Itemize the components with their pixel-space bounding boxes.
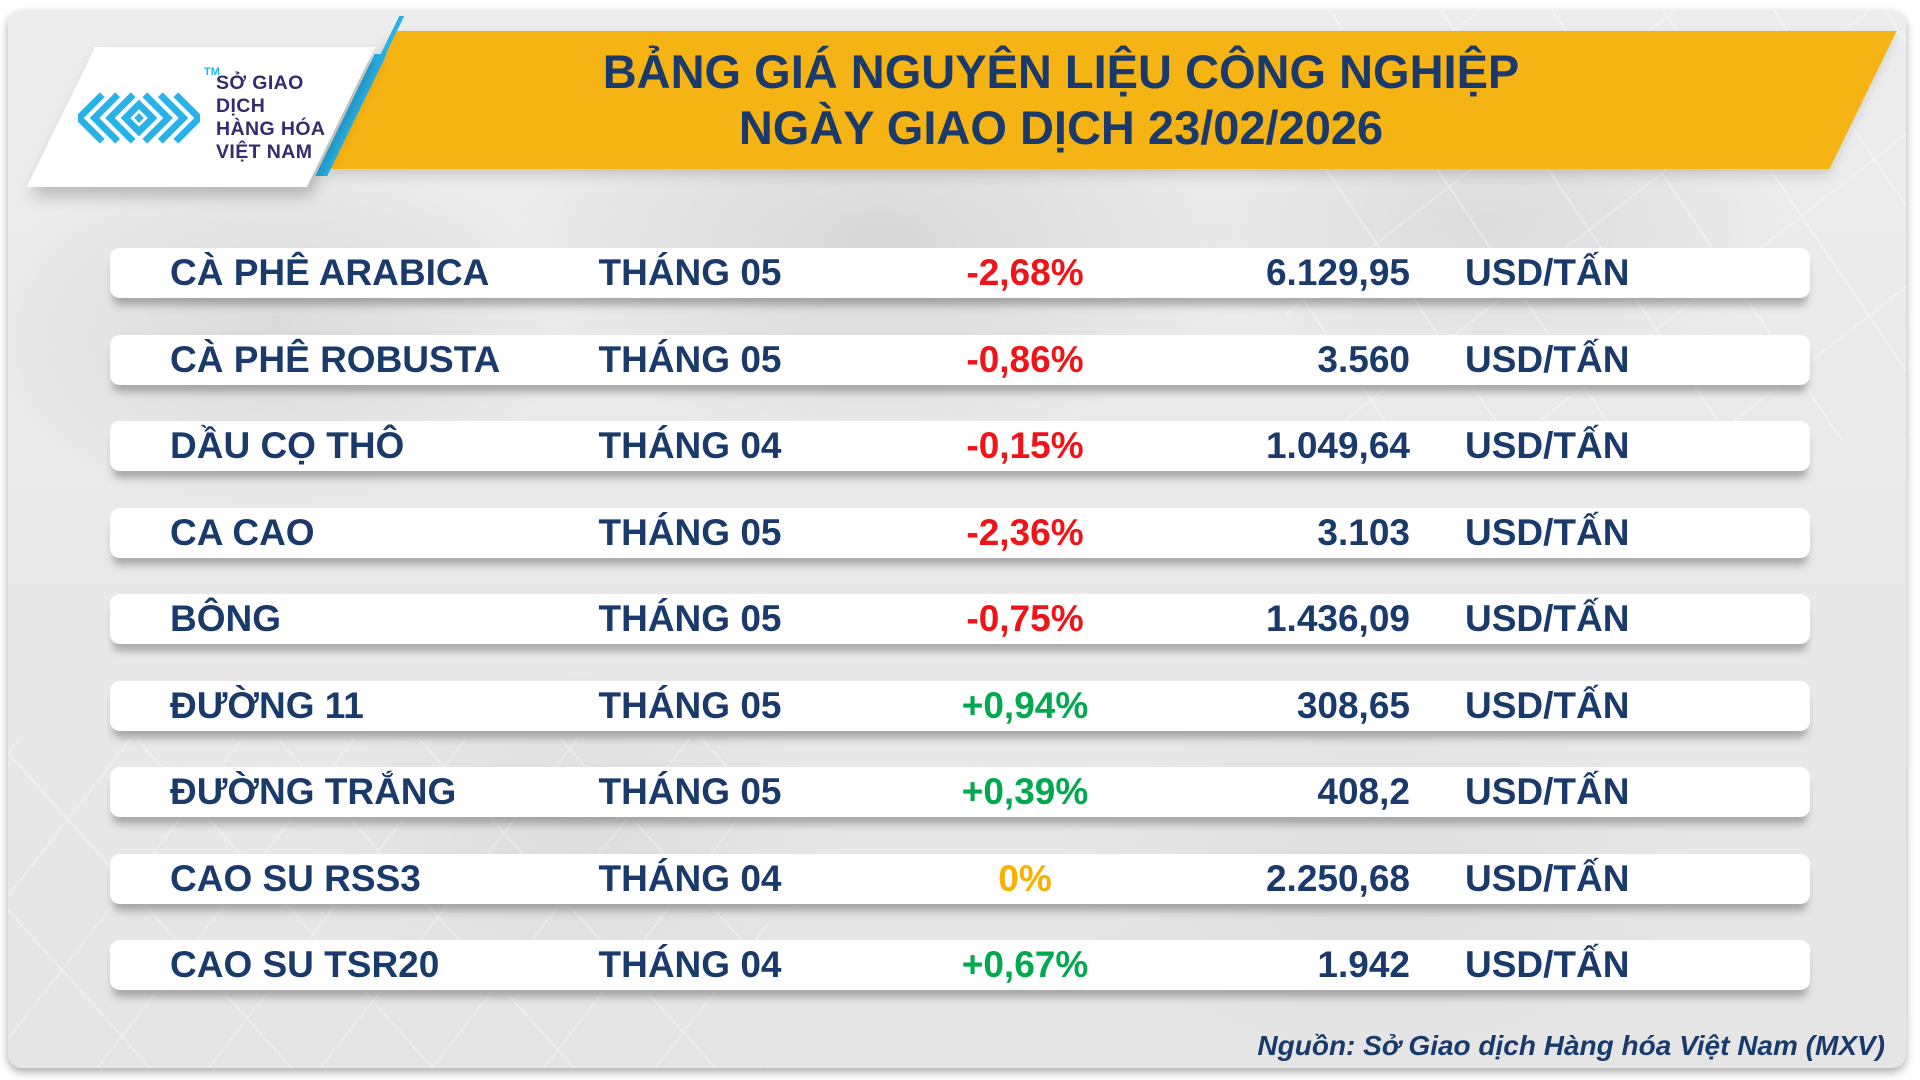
- price-value: 3.103: [1317, 511, 1410, 553]
- table-row: CÀ PHÊ ARABICA THÁNG 05 -2,68% 6.129,95 …: [110, 248, 1810, 298]
- table-row: CAO SU TSR20 THÁNG 04 +0,67% 1.942 USD/T…: [110, 940, 1810, 990]
- table-row: CAO SU RSS3 THÁNG 04 0% 2.250,68 USD/TẤN: [110, 853, 1810, 904]
- price-unit: USD/TẤN: [1465, 771, 1630, 812]
- table-row: BÔNG THÁNG 05 -0,75% 1.436,09 USD/TẤN: [110, 594, 1810, 644]
- source-attribution: Nguồn: Sở Giao dịch Hàng hóa Việt Nam (M…: [1257, 1030, 1885, 1061]
- trademark-symbol: TM: [204, 66, 220, 78]
- logo-line-3: VIỆT NAM: [216, 141, 313, 163]
- price-value: 1.942: [1317, 944, 1410, 985]
- contract-month: THÁNG 05: [598, 771, 782, 812]
- contract-month: THÁNG 04: [598, 425, 782, 466]
- price-value: 3.560: [1317, 338, 1410, 380]
- commodity-name: CAO SU RSS3: [170, 857, 421, 899]
- change-percent: -2,68%: [966, 252, 1084, 293]
- price-table: CÀ PHÊ ARABICA THÁNG 05 -2,68% 6.129,95 …: [110, 248, 1810, 990]
- price-value: 308,65: [1296, 684, 1410, 726]
- title-line-2: NGÀY GIAO DỊCH 23/02/2026: [738, 101, 1384, 154]
- mxv-logo: TM SỞ GIAO DỊCH HÀNG HÓA VIỆT NAM: [78, 60, 338, 176]
- page-title: BẢNG GIÁ NGUYÊN LIỆU CÔNG NGHIỆP NGÀY GI…: [361, 31, 1761, 169]
- commodity-name: CÀ PHÊ ARABICA: [170, 252, 490, 293]
- contract-month: THÁNG 04: [598, 944, 782, 985]
- price-unit: USD/TẤN: [1465, 425, 1630, 466]
- price-unit: USD/TẤN: [1465, 252, 1630, 293]
- price-unit: USD/TẤN: [1465, 511, 1630, 553]
- change-percent: -2,36%: [966, 511, 1084, 553]
- price-unit: USD/TẤN: [1465, 598, 1630, 639]
- table-row: DẦU CỌ THÔ THÁNG 04 -0,15% 1.049,64 USD/…: [110, 421, 1810, 471]
- price-value: 408,2: [1317, 771, 1410, 812]
- contract-month: THÁNG 05: [598, 338, 782, 380]
- commodity-name: BÔNG: [170, 598, 281, 639]
- contract-month: THÁNG 04: [598, 857, 782, 899]
- table-row: ĐƯỜNG 11 THÁNG 05 +0,94% 308,65 USD/TẤN: [110, 680, 1810, 731]
- table-row: CÀ PHÊ ROBUSTA THÁNG 05 -0,86% 3.560 USD…: [110, 334, 1810, 385]
- contract-month: THÁNG 05: [598, 598, 782, 639]
- change-percent: +0,94%: [961, 684, 1089, 726]
- commodity-name: ĐƯỜNG TRẮNG: [170, 771, 457, 812]
- commodity-name: CA CAO: [170, 511, 315, 553]
- title-line-1: BẢNG GIÁ NGUYÊN LIỆU CÔNG NGHIỆP: [602, 45, 1520, 98]
- table-row: ĐƯỜNG TRẮNG THÁNG 05 +0,39% 408,2 USD/TẤ…: [110, 767, 1810, 817]
- price-unit: USD/TẤN: [1465, 944, 1630, 985]
- price-value: 2.250,68: [1265, 857, 1410, 899]
- change-percent: 0%: [998, 857, 1052, 899]
- logo-line-2: HÀNG HÓA: [216, 118, 326, 140]
- contract-month: THÁNG 05: [598, 684, 782, 726]
- change-percent: -0,86%: [966, 338, 1084, 380]
- price-value: 1.436,09: [1265, 598, 1410, 639]
- price-unit: USD/TẤN: [1465, 338, 1630, 380]
- change-percent: +0,39%: [961, 771, 1089, 812]
- commodity-name: CAO SU TSR20: [170, 944, 440, 985]
- table-row: CA CAO THÁNG 05 -2,36% 3.103 USD/TẤN: [110, 507, 1810, 558]
- contract-month: THÁNG 05: [598, 511, 782, 553]
- price-value: 1.049,64: [1265, 425, 1410, 466]
- price-unit: USD/TẤN: [1465, 684, 1630, 726]
- commodity-name: DẦU CỌ THÔ: [170, 425, 405, 466]
- logo-wordmark: SỞ GIAO DỊCH HÀNG HÓA VIỆT NAM: [216, 72, 338, 164]
- change-percent: -0,15%: [966, 425, 1084, 466]
- change-percent: +0,67%: [961, 944, 1089, 985]
- commodity-name: CÀ PHÊ ROBUSTA: [170, 338, 501, 380]
- price-value: 6.129,95: [1265, 252, 1410, 293]
- commodity-name: ĐƯỜNG 11: [170, 684, 364, 726]
- contract-month: THÁNG 05: [598, 252, 782, 293]
- price-unit: USD/TẤN: [1465, 857, 1630, 899]
- change-percent: -0,75%: [966, 598, 1084, 639]
- logo-line-1: SỞ GIAO DỊCH: [216, 72, 304, 117]
- mxv-chevrons-icon: [78, 92, 200, 144]
